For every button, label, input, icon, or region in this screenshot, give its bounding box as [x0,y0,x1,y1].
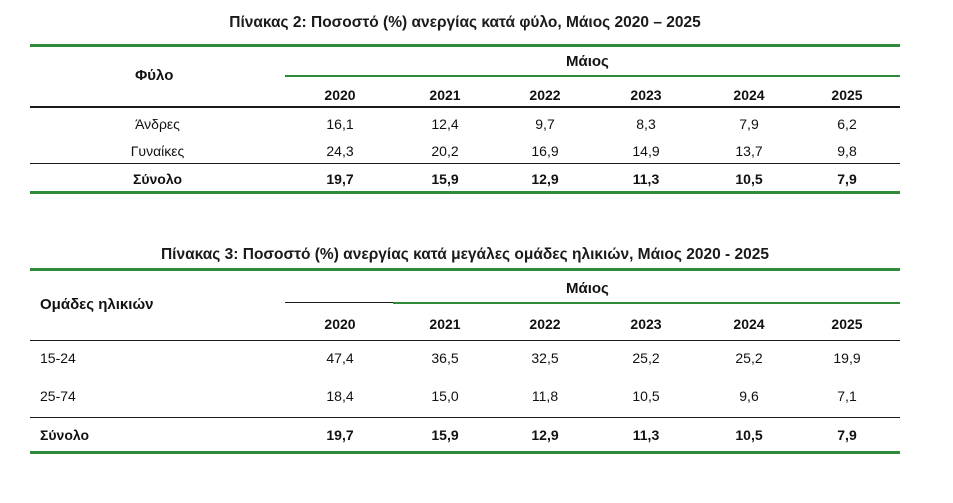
table2-cell: 9,7 [535,116,555,132]
table3-total-cell: 19,7 [326,427,354,443]
table2-cell: 7,9 [739,116,759,132]
table3-year-2025: 2025 [831,316,863,332]
table3-cell: 25,2 [735,350,763,366]
table2-header-rule [30,106,900,108]
table3-top-rule [30,268,900,271]
table2-cell: 9,8 [837,143,857,159]
table3-group-rule [393,302,900,304]
table3-cell: 47,4 [326,350,354,366]
table3-cell: 15,0 [431,388,459,404]
table3-cell: 11,8 [531,388,559,404]
table3-group-rule-dark [285,302,393,303]
table3-year-2022: 2022 [529,316,561,332]
table3-group-header: Μάιος [566,280,609,297]
table3-cell: 25,2 [632,350,660,366]
table2-total-cell: 11,3 [632,171,660,187]
table2-group-header: Μάιος [566,53,609,70]
table3-title: Πίνακας 3: Ποσοστό (%) ανεργίας κατά μεγ… [160,246,770,263]
table2-row-label: Άνδρες [135,116,180,132]
table2-group-rule [285,75,900,77]
table3-row-label: 15-24 [40,350,76,366]
table2-total-rule [30,163,900,164]
table2-total-cell: 15,9 [431,171,459,187]
table2-total-cell: 12,9 [531,171,559,187]
table3-total-cell: 15,9 [431,427,459,443]
table2-total-cell: 19,7 [326,171,354,187]
table2-cell: 14,9 [632,143,660,159]
table2-total-cell: 7,9 [837,171,857,187]
table2-cell: 12,4 [431,116,459,132]
table2-year-2025: 2025 [831,87,863,103]
table2-total-cell: 10,5 [735,171,763,187]
table3-cell: 36,5 [431,350,459,366]
table2-bottom-rule [30,191,900,194]
table2-year-2021: 2021 [429,87,461,103]
table2-top-rule [30,44,900,47]
table2-cell: 24,3 [326,143,354,159]
table3-total-cell: 10,5 [735,427,763,443]
table3-row-header: Ομάδες ηλικιών [40,296,154,313]
table2-total-label: Σύνολο [132,171,183,187]
table2-cell: 8,3 [636,116,656,132]
table2-year-2020: 2020 [324,87,356,103]
table3-cell: 18,4 [326,388,354,404]
table3-total-cell: 7,9 [837,427,857,443]
table2-row-label: Γυναίκες [130,143,185,159]
table3-row-label: 25-74 [40,388,76,404]
table2-cell: 16,1 [326,116,354,132]
table2-year-2023: 2023 [630,87,662,103]
table2-cell: 13,7 [735,143,763,159]
table3-total-label: Σύνολο [40,427,90,443]
table2-cell: 16,9 [531,143,559,159]
table3-cell: 9,6 [739,388,759,404]
table2-cell: 6,2 [837,116,857,132]
table3-cell: 19,9 [833,350,861,366]
table3-total-rule [30,417,900,418]
table3-year-2020: 2020 [324,316,356,332]
table2-year-2024: 2024 [733,87,765,103]
table2-cell: 20,2 [431,143,459,159]
table3-total-cell: 12,9 [531,427,559,443]
table3-cell: 32,5 [531,350,559,366]
table3-cell: 7,1 [837,388,857,404]
table2-row-header: Φύλο [135,67,174,84]
table3-total-cell: 11,3 [632,427,660,443]
table3-header-rule [30,340,900,341]
table3-year-2023: 2023 [630,316,662,332]
table2-year-2022: 2022 [529,87,561,103]
table3-bottom-rule [30,451,900,454]
table2-title: Πίνακας 2: Ποσοστό (%) ανεργίας κατά φύλ… [229,14,701,31]
table3-year-2021: 2021 [429,316,461,332]
table3-year-2024: 2024 [733,316,765,332]
table3-cell: 10,5 [632,388,660,404]
